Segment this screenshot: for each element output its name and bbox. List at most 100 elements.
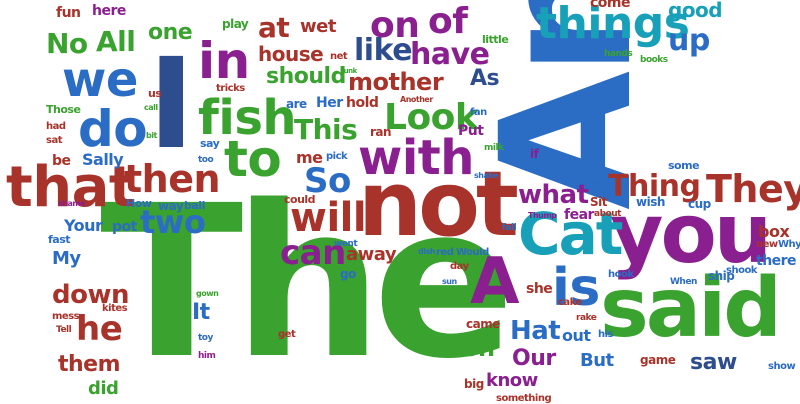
word-hands: hands xyxy=(604,49,633,59)
word-put: Put xyxy=(458,123,484,139)
word-no: No xyxy=(46,27,88,60)
word-look: Look xyxy=(384,97,479,138)
word-out: out xyxy=(562,326,591,345)
word-fan: fan xyxy=(470,107,487,118)
word-ship: ship xyxy=(708,269,735,283)
word-me: me xyxy=(296,148,323,167)
word-pick: pick xyxy=(326,151,348,162)
word-way: way xyxy=(158,199,184,213)
word-to: to xyxy=(224,130,282,188)
word-i: I xyxy=(148,32,195,177)
word-toy: toy xyxy=(198,333,213,343)
word-fast: fast xyxy=(48,233,71,246)
word-tricks: tricks xyxy=(216,83,245,94)
word-it: It xyxy=(192,300,210,325)
word-those: Those xyxy=(46,103,81,116)
word-cake: cake xyxy=(558,297,582,308)
word-her: Her xyxy=(316,95,343,111)
word-two: two xyxy=(140,203,206,241)
word-wish: wish xyxy=(636,195,665,209)
word-at: at xyxy=(258,11,290,44)
word-then: then xyxy=(124,157,221,201)
word-like: like xyxy=(354,33,413,68)
word-mess: mess xyxy=(52,311,80,322)
word-call: call xyxy=(144,103,158,112)
word-get: get xyxy=(278,329,296,340)
word-thump: Thump xyxy=(528,211,557,220)
word-do: do xyxy=(78,100,148,158)
word-too: too xyxy=(198,155,214,165)
word-should: should xyxy=(266,64,346,89)
word-came: came xyxy=(466,317,500,331)
word-thing: Thing xyxy=(608,169,701,204)
word-box: box xyxy=(758,222,790,241)
word-there: there xyxy=(756,253,797,269)
word-she: she xyxy=(526,281,553,297)
word-game: game xyxy=(640,353,676,367)
word-play: play xyxy=(222,17,249,31)
word-some: some xyxy=(668,159,700,172)
word-hold: hold xyxy=(346,95,379,111)
word-about: about xyxy=(594,209,621,219)
word-with: with xyxy=(358,130,474,186)
word-are: are xyxy=(286,97,307,111)
word-how: How xyxy=(126,197,152,210)
word-ball: ball xyxy=(184,199,205,212)
word-so: So xyxy=(304,161,351,201)
word-as: As xyxy=(470,66,500,91)
word-down: down xyxy=(52,280,130,310)
word-would: Would xyxy=(456,247,489,258)
word-the: The xyxy=(100,160,515,404)
word-up: up xyxy=(668,23,710,58)
word-cold: cold xyxy=(586,177,606,187)
word-your: Your xyxy=(64,216,103,235)
word-us: us xyxy=(148,87,162,100)
word-you: you xyxy=(610,187,772,282)
word-why: Why xyxy=(778,239,800,250)
word-of: of xyxy=(428,1,468,42)
word-they: They xyxy=(706,167,800,211)
word-day: day xyxy=(450,261,469,272)
word-know: know xyxy=(486,370,538,391)
word-when: When xyxy=(670,277,697,287)
word-sunk: sunk xyxy=(340,67,357,75)
word-say: say xyxy=(200,137,220,150)
word-things: things xyxy=(536,0,690,49)
word-what: what xyxy=(518,180,589,210)
word-sat: sat xyxy=(46,135,62,146)
word-pot: pot xyxy=(112,219,137,235)
word-in: in xyxy=(198,32,250,90)
word-shame: shame xyxy=(58,199,86,208)
word-be: be xyxy=(52,153,71,169)
word-one: one xyxy=(148,20,193,45)
word-have: have xyxy=(410,37,490,72)
word-mother: mother xyxy=(348,68,444,96)
word-show: show xyxy=(768,361,796,372)
word-kites: kites xyxy=(102,303,128,314)
word-can: can xyxy=(280,233,346,273)
word-away: away xyxy=(346,244,397,265)
word-is: is xyxy=(552,258,600,318)
word-tell: Tell xyxy=(56,325,72,335)
word-could: could xyxy=(284,193,316,206)
word-cup: cup xyxy=(688,197,711,211)
word-this: This xyxy=(294,113,358,146)
word-cat: Cat xyxy=(518,200,623,268)
word-all: All xyxy=(96,25,136,58)
word-his: his xyxy=(598,329,614,340)
word-on: on xyxy=(370,5,420,46)
word-sun: sun xyxy=(442,277,457,286)
word-rake: rake xyxy=(576,313,597,323)
word-if: if xyxy=(530,147,539,161)
word-said: said xyxy=(600,261,782,356)
word-oh: oh xyxy=(462,334,495,362)
word-but: But xyxy=(580,350,614,371)
word-shook: shook xyxy=(726,265,757,276)
word-hat: Hat xyxy=(510,316,561,346)
word-something: something xyxy=(496,393,552,404)
word-shake: shake xyxy=(474,171,498,180)
word-a: A xyxy=(470,245,520,319)
word-saw: saw xyxy=(690,350,737,375)
word-big: big xyxy=(464,377,484,391)
